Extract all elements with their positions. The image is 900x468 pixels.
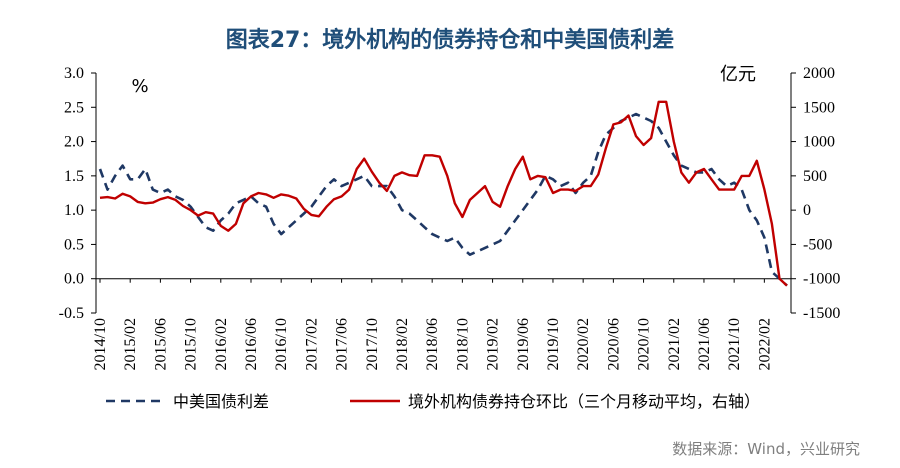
x-tick-label: 2018/06: [424, 318, 441, 370]
left-tick-label: 2.5: [64, 99, 84, 116]
right-axis-unit: 亿元: [720, 64, 756, 85]
x-tick-label: 2020/02: [575, 318, 592, 370]
chart-title: 图表27：境外机构的债券持仓和中美国债利差: [225, 28, 675, 53]
right-tick-label: 0: [803, 202, 811, 219]
x-tick-label: 2017/06: [334, 318, 351, 370]
left-tick-label: 1.0: [64, 202, 84, 219]
x-tick-label: 2018/10: [454, 318, 471, 370]
right-tick-label: -1000: [803, 271, 840, 288]
x-tick-label: 2021/06: [696, 318, 713, 370]
x-tick-label: 2021/02: [666, 318, 683, 370]
left-tick-label: 0.5: [64, 236, 84, 253]
x-tick-label: 2014/10: [92, 318, 109, 370]
left-tick-label: 2.0: [64, 134, 84, 151]
series-line-holdings: [99, 100, 788, 287]
left-tick-label: 1.5: [64, 168, 84, 185]
right-tick-label: 1000: [803, 134, 835, 151]
x-tick-label: 2016/06: [243, 318, 260, 370]
right-tick-label: 2000: [803, 65, 835, 82]
x-tick-label: 2017/10: [364, 318, 381, 370]
right-tick-label: 500: [803, 168, 827, 185]
right-tick-label: -1500: [803, 305, 840, 322]
series-line-spread: [98, 112, 788, 287]
right-tick-label: -500: [803, 236, 832, 253]
x-tick-label: 2022/02: [756, 318, 773, 370]
x-tick-label: 2019/10: [545, 318, 562, 370]
x-tick-label: 2018/02: [394, 318, 411, 370]
x-tick-label: 2020/06: [605, 318, 622, 370]
x-tick-label: 2016/02: [213, 318, 230, 370]
x-tick-label: 2021/10: [726, 318, 743, 370]
x-tick-label: 2019/06: [515, 318, 532, 370]
x-tick-label: 2017/02: [303, 318, 320, 370]
x-tick-label: 2015/10: [183, 318, 200, 370]
source-note: 数据来源：Wind，兴业研究: [672, 440, 860, 458]
x-tick-label: 2016/10: [273, 318, 290, 370]
right-tick-label: 1500: [803, 99, 835, 116]
legend-label-spread: 中美国债利差: [173, 392, 269, 411]
left-tick-label: 0.0: [64, 271, 84, 288]
x-tick-label: 2015/06: [152, 318, 169, 370]
x-tick-label: 2020/10: [636, 318, 653, 370]
left-tick-label: -0.5: [59, 305, 84, 322]
x-tick-label: 2019/02: [485, 318, 502, 370]
x-tick-label: 2015/02: [122, 318, 139, 370]
left-tick-label: 3.0: [64, 65, 84, 82]
left-axis-unit: %: [131, 76, 148, 97]
legend-label-holdings: 境外机构债券持仓环比（三个月移动平均，右轴）: [408, 392, 760, 411]
